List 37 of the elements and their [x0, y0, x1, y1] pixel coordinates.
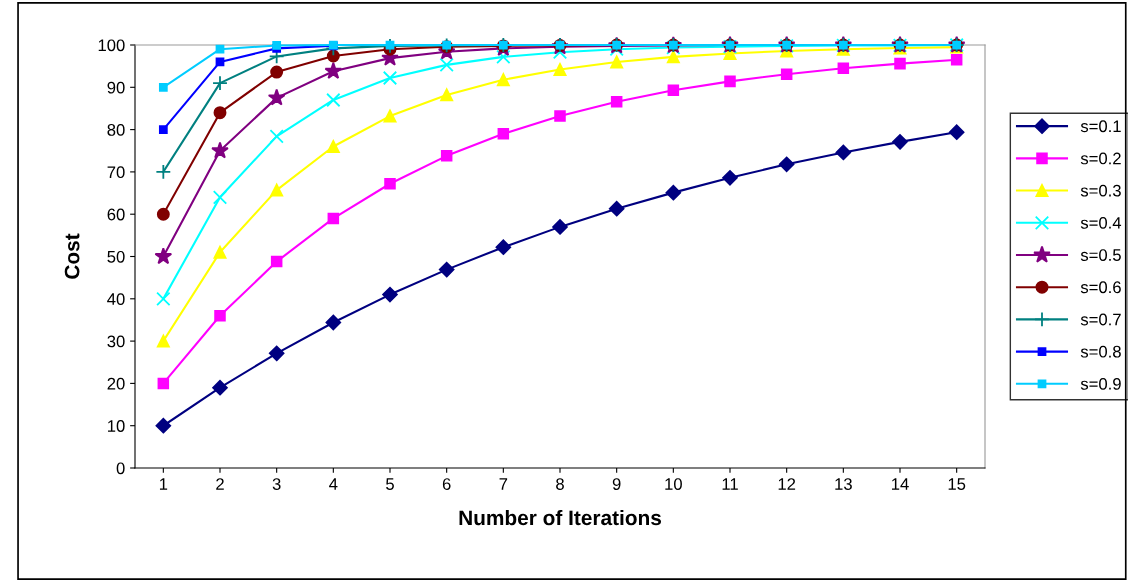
legend-label: s=0.2 — [1080, 152, 1121, 165]
x-tick-label: 6 — [442, 478, 451, 490]
y-tick-label: 20 — [107, 377, 125, 390]
x-tick-label: 10 — [665, 478, 682, 490]
y-tick-label: 10 — [108, 420, 125, 432]
legend-label: s=0.3 — [1080, 184, 1121, 197]
x-tick-label: 15 — [948, 478, 966, 490]
x-tick-label: 14 — [892, 478, 909, 490]
y-tick-label: 70 — [107, 166, 125, 179]
legend-label: s=0.1 — [1080, 120, 1121, 133]
y-tick-label: 50 — [107, 250, 125, 263]
y-axis-title: Cost — [64, 233, 80, 279]
legend-label: s=0.9 — [1080, 377, 1121, 390]
legend-label: s=0.7 — [1080, 313, 1121, 326]
y-tick-label: 40 — [107, 293, 125, 305]
y-tick-label: 60 — [107, 208, 125, 221]
legend-label: s=0.8 — [1080, 345, 1121, 358]
legend-label: s=0.5 — [1080, 249, 1121, 261]
legend-label: s=0.4 — [1080, 216, 1122, 229]
x-axis-title: Number of Iterations — [459, 509, 662, 526]
x-tick-label: 11 — [722, 478, 738, 490]
x-tick-label: 1 — [159, 478, 168, 490]
legend-label: s=0.6 — [1080, 281, 1121, 294]
y-tick-label: 100 — [98, 39, 125, 52]
x-tick-label: 13 — [835, 478, 852, 490]
x-tick-label: 2 — [216, 478, 224, 490]
x-tick-label: 4 — [329, 478, 338, 490]
y-tick-label: 80 — [107, 124, 125, 136]
x-tick-label: 12 — [778, 478, 796, 490]
y-tick-label: 0 — [116, 462, 125, 475]
x-tick-label: 9 — [612, 478, 621, 490]
x-tick-label: 3 — [272, 478, 281, 490]
x-tick-label: 7 — [499, 478, 508, 490]
x-tick-label: 5 — [386, 478, 394, 490]
y-tick-label: 30 — [107, 335, 125, 348]
y-tick-label: 90 — [107, 81, 125, 94]
x-tick-label: 8 — [556, 478, 564, 490]
